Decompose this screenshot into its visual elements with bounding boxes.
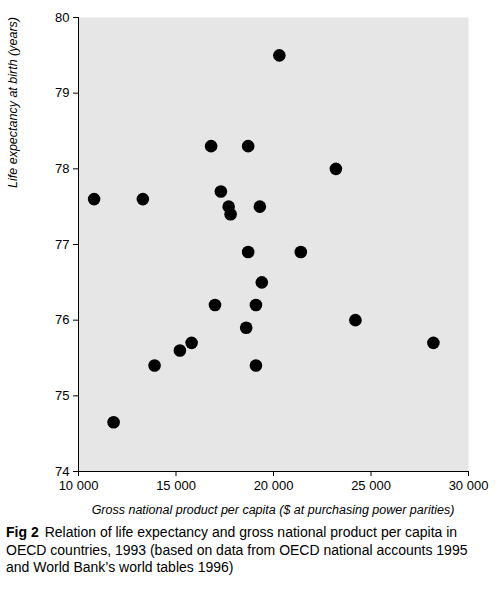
svg-text:30 000: 30 000	[449, 478, 489, 493]
svg-text:75: 75	[55, 388, 69, 403]
svg-text:78: 78	[55, 161, 69, 176]
svg-text:76: 76	[55, 312, 69, 327]
svg-text:79: 79	[55, 85, 69, 100]
svg-text:74: 74	[55, 464, 69, 479]
svg-text:80: 80	[55, 10, 69, 25]
html-text:Fig 2 Relation of life expecta: Fig 2 Relation of life expectancy and gr…	[6, 524, 468, 575]
svg-text:10 000: 10 000	[59, 478, 99, 493]
svg-text:77: 77	[55, 237, 69, 252]
svg-text:Gross national product per cap: Gross national product per capita ($ at …	[92, 503, 455, 517]
svg-text:20 000: 20 000	[254, 478, 294, 493]
svg-text:Life expectancy at birth (year: Life expectancy at birth (years)	[6, 17, 20, 188]
svg-text:15 000: 15 000	[156, 478, 196, 493]
svg-text:25 000: 25 000	[351, 478, 391, 493]
